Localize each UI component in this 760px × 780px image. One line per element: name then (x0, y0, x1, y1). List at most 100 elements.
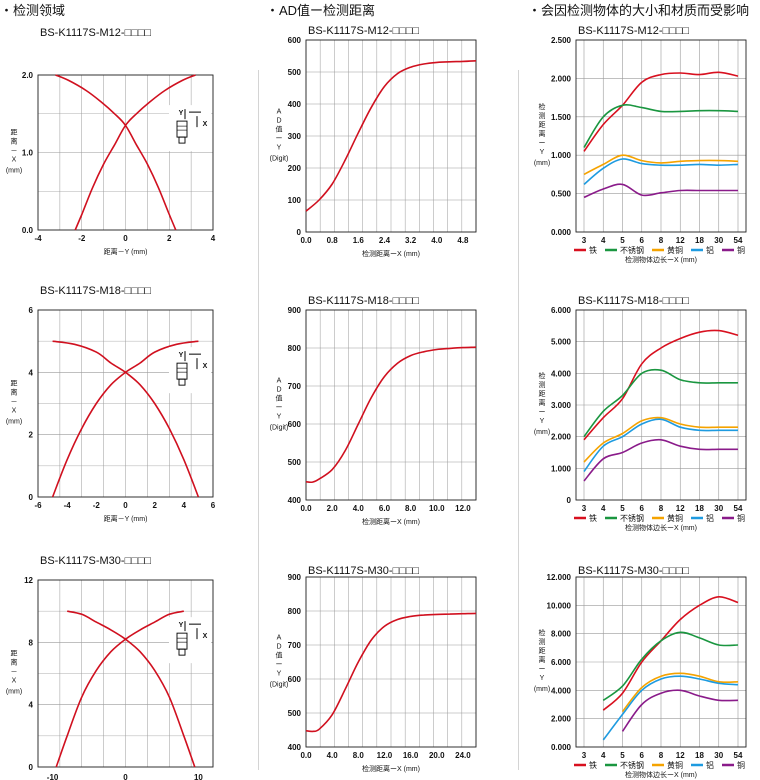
x-tick-label: 3 (582, 504, 587, 513)
series-line-1 (583, 71, 739, 152)
x-tick-label: 1.6 (353, 236, 365, 245)
ylabel-char: ー (539, 409, 546, 416)
x-tick-label: 4 (182, 501, 187, 510)
series-line-4 (602, 675, 739, 741)
ylabel-char: D (276, 118, 281, 125)
y-tick-label: 0.500 (551, 190, 572, 199)
grid (576, 309, 746, 501)
ylabel-char: 值 (276, 651, 283, 660)
ylabel-char: A (277, 109, 282, 116)
y-axis-unit: (mm) (534, 429, 550, 436)
x-axis-label: 检测距离ーX (mm) (362, 249, 420, 258)
ylabel-char: X (12, 408, 17, 415)
sensor-icon-bg (169, 617, 211, 664)
y-tick-label: 8 (29, 638, 34, 647)
y-tick-label: 2.000 (551, 433, 572, 442)
y-axis-label: 距离 － X (11, 650, 18, 685)
x-tick-label: 10 (194, 773, 203, 780)
ylabel-char: 距 (11, 650, 18, 658)
series-line-3 (583, 154, 739, 176)
ylabel-char: 测 (539, 381, 546, 389)
ylabel-char: 检 (539, 102, 546, 111)
chart-8: BS-K1117S-M30-□□□□ 400 500 600 700 800 900 0.0 4… (270, 565, 477, 773)
ylabel-char: 离 (11, 137, 18, 146)
x-tick-label: 2.4 (379, 236, 391, 245)
sensor-icon-y: Y (179, 622, 184, 629)
ylabel-char: 离 (11, 658, 18, 667)
x-tick-label: 54 (734, 236, 743, 245)
y-tick-label: 600 (288, 420, 302, 429)
ylabel-char: － (11, 148, 18, 155)
y-tick-label: 4.000 (551, 686, 572, 695)
chart-title: BS-K1117S-M18-□□□□ (578, 295, 690, 307)
chart-title: BS-K1117S-M30-□□□□ (578, 565, 690, 577)
y-tick-label: 2 (29, 431, 34, 440)
x-tick-label: 8 (659, 751, 664, 760)
chart-6: BS-K1117S-M18-□□□□ 0 1.000 2.000 3.000 4.000 5… (534, 295, 747, 532)
x-tick-label: 0.0 (300, 236, 312, 245)
legend-label: 不锈钢 (620, 513, 644, 523)
y-tick-label: 400 (288, 743, 302, 752)
chart-title: BS-K1117S-M12-□□□□ (578, 25, 690, 37)
x-tick-label: 18 (695, 236, 704, 245)
x-tick-label: 12 (676, 751, 685, 760)
grid (305, 576, 477, 748)
x-tick-label: 2 (152, 501, 157, 510)
y-axis-unit: (mm) (534, 160, 550, 167)
x-tick-label: 0 (123, 773, 128, 780)
grid (576, 576, 746, 748)
x-axis-label: 检测物体边长ーX (mm) (625, 255, 697, 264)
x-axis-label: 检测距离ーX (mm) (362, 764, 420, 773)
x-tick-label: 8 (659, 504, 664, 513)
ylabel-char: 测 (539, 112, 546, 120)
series-line-1 (602, 595, 739, 711)
y-tick-label: 2.0 (22, 71, 34, 80)
sensor-icon: YX (169, 347, 211, 394)
legend-label: 铝 (706, 245, 714, 255)
sensor-icon-x: X (203, 121, 208, 128)
ylabel-char: ー (539, 140, 546, 147)
ylabel-char: 距 (539, 390, 546, 398)
grid (37, 74, 214, 231)
y-tick-label: 900 (288, 306, 302, 315)
chart-5: BS-K1117S-M18-□□□□ 400 500 600 700 800 900 0.0 2… (270, 295, 477, 526)
legend-label: 铝 (706, 513, 714, 523)
sensor-icon-tip (178, 648, 186, 656)
y-tick-label: 1.000 (551, 464, 572, 473)
y-tick-label: 0 (29, 763, 34, 772)
x-tick-label: 6 (640, 236, 645, 245)
x-tick-label: 6.0 (379, 504, 391, 513)
column-divider (258, 70, 259, 770)
ylabel-char: A (277, 378, 282, 385)
legend-label: 黄铜 (667, 245, 683, 255)
ylabel-char: 离 (539, 129, 546, 138)
plot-frame (37, 579, 214, 768)
series-line-4 (583, 418, 738, 472)
y-tick-label: 0.000 (551, 228, 572, 237)
series-line-2 (55, 610, 184, 768)
ylabel-char: 离 (539, 398, 546, 407)
chart-3: BS-K1117S-M12-□□□□ 0.000 0.500 1.000 1.500 2.… (534, 25, 747, 264)
legend-label: 铁 (589, 760, 597, 770)
x-tick-label: 8.0 (353, 751, 365, 760)
header-ad-distance: ・AD值ー检测距离 (266, 3, 376, 18)
ylabel-char: ー (276, 136, 283, 143)
y-tick-label: 500 (288, 68, 302, 77)
x-tick-label: 4 (211, 234, 216, 243)
header-material-effect: ・会因检测物体的大小和材质而受影响 (528, 3, 750, 18)
legend-label: 铜 (737, 513, 745, 523)
grid (305, 39, 477, 233)
x-tick-label: -6 (34, 501, 42, 510)
chart-title: BS-K1117S-M30-□□□□ (40, 555, 152, 567)
ylabel-char: 检 (539, 628, 546, 637)
ylabel-char: 检 (539, 371, 546, 380)
y-tick-label: 2.500 (551, 36, 572, 45)
chart-9: BS-K1117S-M30-□□□□ 0.000 2.000 4.000 6.000 8.… (534, 565, 747, 779)
x-axis-label: 距离－Y (mm) (104, 247, 148, 256)
y-tick-label: 300 (288, 132, 302, 141)
y-tick-label: 0 (29, 493, 34, 502)
y-tick-label: 2.000 (551, 74, 572, 83)
